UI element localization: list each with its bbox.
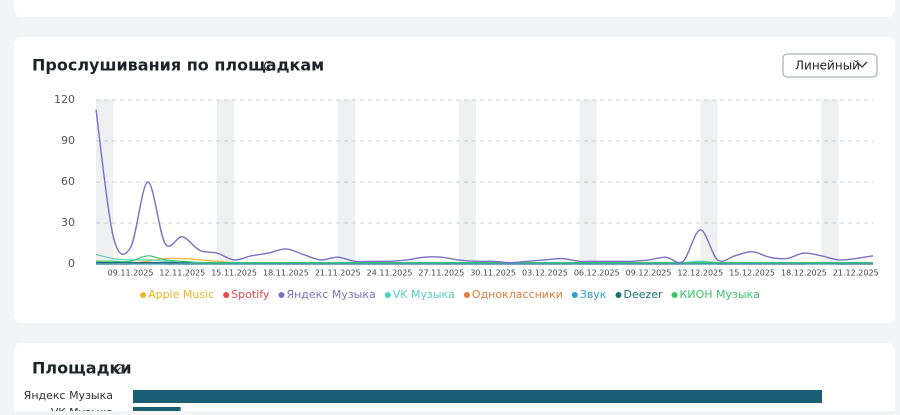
y-tick-label: 0: [68, 257, 75, 270]
x-tick-label: 21.12.2025: [833, 269, 879, 278]
x-tick-label: 18.12.2025: [781, 269, 827, 278]
chart-title: Прослушивания по площадкам: [32, 56, 324, 75]
x-tick-label: 15.11.2025: [211, 269, 257, 278]
x-tick-label: 06.12.2025: [574, 269, 620, 278]
info-icon[interactable]: [113, 363, 125, 375]
legend-label: VK Музыка: [393, 288, 455, 301]
mode-select-label: Линейный: [795, 59, 860, 73]
line-chart: 0 30 60 90 120 09.11.2025 12.11.2025 15.11.2025…: [54, 93, 879, 301]
x-tick-label: 09.12.2025: [626, 269, 672, 278]
legend-marker: [571, 292, 578, 298]
x-tick-label: 24.11.2025: [367, 269, 413, 278]
legend-marker: [463, 292, 470, 298]
legend-label: Deezer: [623, 288, 663, 301]
y-tick-label: 120: [54, 93, 75, 106]
legend-marker: [615, 292, 622, 298]
x-tick-label: 21.11.2025: [315, 269, 361, 278]
legend-marker: [384, 292, 391, 298]
legend-label: Яндекс Музыка: [286, 288, 375, 301]
bar-label: VK Музыка: [51, 406, 113, 411]
legend-marker: [278, 292, 285, 298]
bar: [133, 407, 181, 415]
x-tick-label: 12.11.2025: [159, 269, 205, 278]
legend-marker: [671, 292, 678, 298]
legend-marker: [140, 292, 147, 298]
bar: [133, 390, 822, 403]
platforms-title: Площадки: [32, 359, 132, 378]
x-tick-label: 15.12.2025: [729, 269, 775, 278]
x-tick-label: 09.11.2025: [108, 269, 154, 278]
legend-marker: [223, 292, 230, 298]
card-top: [14, 0, 895, 17]
card-chart: [14, 37, 895, 323]
series-line: [95, 255, 873, 264]
x-tick-label: 03.12.2025: [522, 269, 568, 278]
x-tick-label: 12.12.2025: [677, 269, 723, 278]
y-tick-label: 30: [61, 216, 75, 229]
info-icon[interactable]: [263, 60, 275, 72]
legend-label: Звук: [580, 288, 607, 301]
legend-label: КИОН Музыка: [680, 288, 760, 301]
legend-label: Apple Music: [148, 288, 214, 301]
y-tick-label: 90: [61, 134, 75, 147]
bar-label: Яндекс Музыка: [24, 389, 113, 402]
x-tick-label: 30.11.2025: [470, 269, 516, 278]
x-tick-label: 18.11.2025: [263, 269, 309, 278]
legend-label: Spotify: [231, 288, 270, 301]
y-tick-label: 60: [61, 175, 75, 188]
legend-label: Одноклассники: [472, 288, 563, 301]
x-tick-label: 27.11.2025: [418, 269, 464, 278]
series-line: [95, 109, 874, 264]
mode-select[interactable]: Линейный: [782, 53, 878, 78]
